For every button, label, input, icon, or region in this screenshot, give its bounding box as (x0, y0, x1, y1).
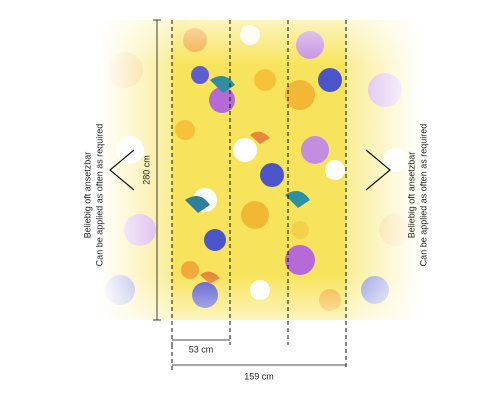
panel-width-label: 53 cm (189, 344, 214, 354)
pattern (100, 20, 420, 320)
note-en: Can be applied as often as required (94, 124, 104, 267)
height-label: 280 cm (141, 155, 151, 185)
vertical-fade (100, 20, 420, 320)
note-de: Beliebig oft ansetzbar (82, 152, 92, 239)
total-width-dimension: 159 cm (172, 364, 346, 381)
right-chevron (365, 149, 391, 191)
note-en: Can be applied as often as required (418, 124, 428, 267)
note-de: Beliebig oft ansetzbar (406, 152, 416, 239)
height-dimension: 280 cm (141, 19, 161, 321)
total-width-label: 159 cm (244, 371, 274, 381)
panel-seams (171, 20, 347, 370)
panel-width-dimension: 53 cm (172, 339, 230, 354)
left-chevron (109, 149, 135, 191)
